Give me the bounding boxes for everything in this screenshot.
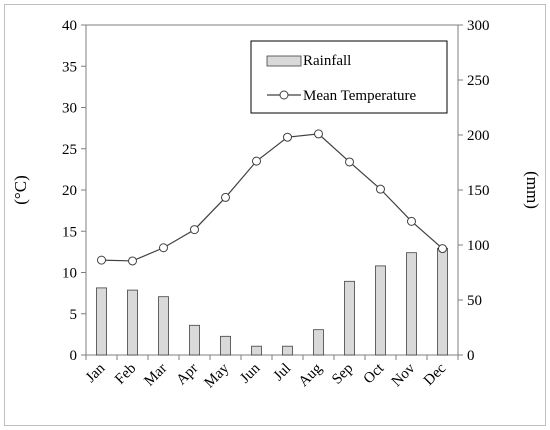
y-tick-label-right: 250 [467,73,490,89]
y-tick-label-left: 15 [62,224,77,240]
y-tick-label-left: 35 [62,59,77,75]
bar-rainfall-dec [437,247,448,356]
bar-rainfall-oct [375,265,386,356]
point-temperature-apr [190,225,199,235]
bar-rainfall-sep [344,280,355,356]
bar-rainfall-jun [251,345,262,356]
bar-rainfall-jan [96,287,107,356]
legend-label-mean-temperature: Mean Temperature [303,88,417,104]
bar-rainfall-jul [282,345,293,356]
y-tick-label-right: 50 [467,293,482,309]
bar-rainfall-nov [406,252,417,356]
bar-rainfall-mar [158,296,169,356]
point-temperature-dec [438,244,447,254]
bar-rainfall-aug [313,329,324,356]
legend-label-rainfall: Rainfall [303,53,351,69]
y-tick-label-right: 200 [467,128,490,144]
y-tick-label-right: 150 [467,183,490,199]
point-temperature-nov [407,216,416,226]
point-temperature-sep [345,157,354,167]
y-tick-label-right: 0 [467,348,475,364]
point-temperature-jul [283,132,292,142]
y-tick-label-left: 10 [62,266,77,282]
legend-box [250,40,448,114]
y-tick-label-left: 25 [62,142,77,158]
line-mean-temperature [101,133,443,262]
legend-swatch-rainfall [266,55,302,67]
bar-rainfall-apr [189,324,200,356]
point-temperature-mar [159,243,168,253]
point-temperature-jan [97,255,106,265]
y-tick-label-left: 5 [70,307,78,323]
y-tick-label-left: 40 [62,18,77,34]
point-temperature-oct [376,184,385,194]
point-temperature-feb [128,256,137,266]
point-temperature-may [221,192,230,202]
y-tick-label-left: 20 [62,183,77,199]
y-tick-label-left: 30 [62,101,77,117]
y-tick-label-right: 300 [467,18,490,34]
y-axis-label-left: (°C) [11,175,30,204]
y-axis-label-right: (mm) [523,171,542,209]
bar-rainfall-may [220,335,231,356]
legend-marker-temperature [279,90,289,100]
y-tick-label-right: 100 [467,238,490,254]
point-temperature-aug [314,129,323,139]
y-tick-label-left: 0 [70,348,78,364]
point-temperature-jun [252,156,261,166]
bar-rainfall-feb [127,289,138,356]
